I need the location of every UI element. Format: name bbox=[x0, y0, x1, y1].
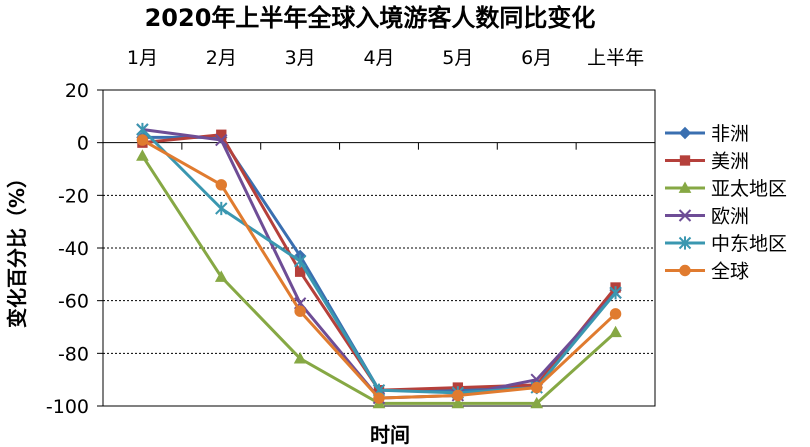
x-tick-marks bbox=[181, 142, 577, 150]
data-point bbox=[530, 396, 544, 409]
y-axis-title: 变化百分比（%） bbox=[5, 168, 29, 328]
data-point bbox=[136, 122, 149, 137]
data-point bbox=[293, 254, 307, 268]
x-tick-label: 5月 bbox=[442, 47, 473, 69]
data-point bbox=[214, 270, 228, 282]
legend-item: 亚太地区 bbox=[665, 178, 787, 200]
data-point bbox=[136, 134, 149, 146]
legend-item: 美洲 bbox=[665, 151, 749, 173]
x-tick-label: 6月 bbox=[521, 47, 552, 69]
x-axis-title: 时间 bbox=[370, 423, 410, 447]
data-point bbox=[215, 201, 228, 216]
legend-marker bbox=[678, 181, 692, 193]
series-group bbox=[136, 122, 622, 409]
y-tick-label: -100 bbox=[46, 396, 89, 418]
legend-label: 欧洲 bbox=[711, 206, 749, 228]
legend-marker bbox=[678, 236, 692, 250]
data-point bbox=[452, 389, 464, 402]
data-point bbox=[215, 179, 228, 191]
y-tick-label: 20 bbox=[65, 80, 89, 102]
legend-label: 非洲 bbox=[711, 123, 749, 145]
legend-item: 中东地区 bbox=[665, 233, 787, 255]
legend-item: 欧洲 bbox=[665, 206, 749, 228]
y-tick-label: 0 bbox=[77, 133, 89, 155]
x-tick-label: 4月 bbox=[363, 47, 394, 69]
legend-label: 全球 bbox=[711, 261, 749, 283]
series-6 bbox=[136, 134, 622, 404]
y-axis: 20 0 -20 -40 -60 -80 -100 bbox=[46, 80, 103, 418]
x-tick-labels: 1月 2月 3月 4月 5月 6月 上半年 bbox=[127, 47, 644, 69]
data-point bbox=[451, 396, 465, 409]
y-tick-label: -60 bbox=[58, 291, 89, 313]
legend-marker bbox=[678, 126, 692, 140]
data-point bbox=[373, 392, 385, 404]
y-tick-label: -40 bbox=[58, 238, 89, 260]
data-point bbox=[136, 149, 149, 161]
legend-label: 美洲 bbox=[711, 151, 749, 173]
legend-marker bbox=[679, 264, 691, 277]
data-point bbox=[215, 133, 228, 147]
legend-marker bbox=[678, 209, 692, 222]
legend-item: 非洲 bbox=[665, 123, 749, 145]
data-point bbox=[609, 325, 622, 338]
legend-label: 中东地区 bbox=[711, 233, 787, 255]
data-point bbox=[609, 308, 622, 320]
data-point bbox=[294, 305, 306, 317]
x-tick-label: 1月 bbox=[127, 47, 158, 69]
data-point bbox=[530, 381, 543, 394]
data-point bbox=[609, 286, 622, 300]
x-tick-label: 2月 bbox=[206, 47, 237, 69]
legend-item: 全球 bbox=[665, 261, 749, 283]
legend-label: 亚太地区 bbox=[711, 178, 787, 200]
data-point bbox=[293, 352, 307, 364]
y-tick-label: -80 bbox=[58, 343, 89, 365]
x-tick-label: 3月 bbox=[285, 47, 316, 69]
y-tick-label: -20 bbox=[58, 185, 89, 207]
x-tick-label: 上半年 bbox=[587, 47, 644, 69]
chart-title: 2020年上半年全球入境游客人数同比变化 bbox=[145, 4, 596, 32]
legend-marker bbox=[679, 155, 691, 166]
